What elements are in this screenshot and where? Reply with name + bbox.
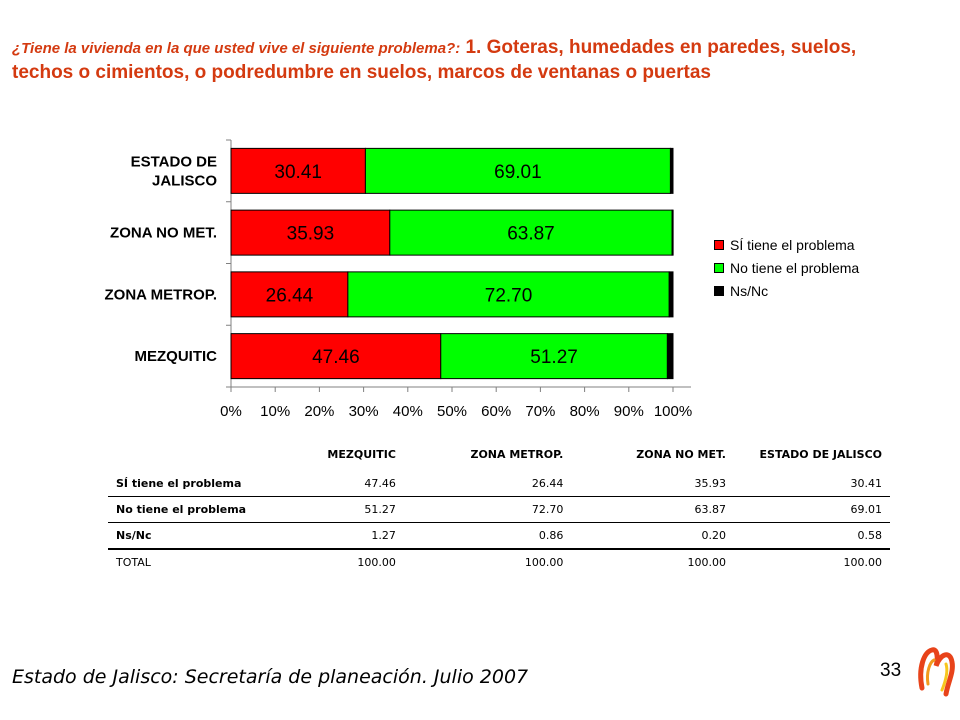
- x-tick-label: 70%: [525, 403, 555, 420]
- table-cell: 35.93: [571, 471, 734, 497]
- data-label: 26.44: [266, 285, 314, 306]
- data-table: MEZQUITIC ZONA METROP. ZONA NO MET. ESTA…: [108, 444, 890, 575]
- table-column-header: ZONA NO MET.: [636, 448, 726, 461]
- legend-item: Ns/Nc: [714, 279, 859, 302]
- table-cell: 100.00: [734, 548, 890, 575]
- legend-item: No tiene el problema: [714, 256, 859, 279]
- table-cell: 100.00: [403, 548, 572, 575]
- bar-segment: [364, 147, 671, 194]
- legend-label: SÍ tiene el problema: [730, 236, 855, 253]
- x-tick-label: 50%: [437, 403, 467, 420]
- x-tick-label: 10%: [260, 403, 290, 420]
- x-tick-label: 100%: [654, 403, 692, 420]
- table-cell: 63.87: [571, 496, 734, 523]
- x-tick-label: 30%: [349, 403, 379, 420]
- bar-segment: [671, 209, 674, 256]
- y-category-label: JALISCO: [152, 172, 217, 189]
- data-label: 63.87: [507, 224, 555, 245]
- legend-swatch: [714, 285, 724, 296]
- table-row-label: Ns/Nc: [108, 522, 274, 550]
- page-number: 33: [880, 660, 902, 681]
- table-column-header: ESTADO DE JALISCO: [759, 448, 882, 461]
- bar-segment: [666, 333, 674, 380]
- data-label: 51.27: [530, 347, 578, 368]
- x-tick-label: 60%: [481, 403, 511, 420]
- table-cell: 1.27: [274, 522, 404, 550]
- bar-segment: [389, 209, 673, 256]
- table-row-label: No tiene el problema: [108, 496, 274, 523]
- y-category-label: ESTADO DE: [131, 153, 217, 170]
- institutional-logo-icon: [918, 647, 955, 697]
- legend-label: No tiene el problema: [730, 259, 860, 276]
- table-cell: 69.01: [734, 496, 890, 523]
- bar-segment: [440, 333, 668, 380]
- table-cell: 100.00: [571, 548, 734, 575]
- table-header-row: MEZQUITIC ZONA METROP. ZONA NO MET. ESTA…: [108, 444, 890, 471]
- x-tick-label: 40%: [393, 403, 423, 420]
- chart-legend: SÍ tiene el problema No tiene el problema…: [714, 233, 859, 302]
- bar-segment: [230, 147, 366, 194]
- table-cell: 72.70: [403, 496, 572, 523]
- table-row-label: SÍ tiene el problema: [108, 471, 274, 497]
- table-cell: 0.20: [571, 522, 734, 550]
- data-label: 72.70: [485, 285, 533, 306]
- data-label: 35.93: [287, 224, 335, 245]
- source-note: Estado de Jalisco: Secretaría de planeac…: [12, 666, 529, 688]
- x-tick-label: 80%: [570, 403, 600, 420]
- x-tick-label: 90%: [614, 403, 644, 420]
- x-tick-label: 20%: [304, 403, 334, 420]
- slide-title: ¿Tiene la vivienda en la que usted vive …: [12, 36, 912, 85]
- data-label: 47.46: [312, 347, 360, 368]
- data-label: 30.41: [274, 162, 322, 183]
- table-row: Ns/Nc 1.27 0.86 0.20 0.58: [108, 522, 890, 550]
- table-cell: 30.41: [734, 471, 890, 497]
- table-cell: 26.44: [403, 471, 572, 497]
- table-column-header: ZONA METROP.: [470, 448, 564, 461]
- y-category-label: ZONA NO MET.: [110, 225, 217, 242]
- legend-swatch: [714, 239, 724, 250]
- table-row: SÍ tiene el problema 47.46 26.44 35.93 3…: [108, 471, 890, 497]
- table-cell: 51.27: [274, 496, 404, 523]
- table-column-header: MEZQUITIC: [327, 448, 396, 461]
- legend-label: Ns/Nc: [730, 282, 769, 299]
- y-category-label: ZONA METROP.: [104, 286, 217, 303]
- table-total-row: TOTAL 100.00 100.00 100.00 100.00: [108, 548, 890, 575]
- legend-swatch: [714, 262, 724, 273]
- data-label: 69.01: [494, 162, 542, 183]
- x-tick-label: 0%: [220, 403, 242, 420]
- bar-segment: [347, 271, 670, 318]
- bar-segment: [230, 271, 349, 318]
- legend-item: SÍ tiene el problema: [714, 233, 859, 256]
- title-topic: 1. Goteras, humedades en paredes, suelos…: [12, 37, 857, 83]
- table-cell: 0.58: [734, 522, 890, 550]
- y-category-label: MEZQUITIC: [135, 348, 218, 365]
- table-row: No tiene el problema 51.27 72.70 63.87 6…: [108, 496, 890, 523]
- bar-segment: [230, 209, 391, 256]
- stacked-bar-chart: 0% 10% 20% 30% 40% 50% 60% 70% 80% 90% 100% ESTADO …: [104, 139, 692, 420]
- table-corner-cell: [108, 444, 274, 471]
- table-row-label: TOTAL: [108, 548, 274, 575]
- title-question: ¿Tiene la vivienda en la que usted vive …: [12, 40, 461, 57]
- table-cell: 0.86: [403, 522, 572, 550]
- table-cell: 47.46: [274, 471, 404, 497]
- table-cell: 100.00: [274, 548, 404, 575]
- bar-segment: [230, 333, 442, 380]
- bar-segment: [668, 271, 674, 318]
- bar-segment: [669, 147, 674, 194]
